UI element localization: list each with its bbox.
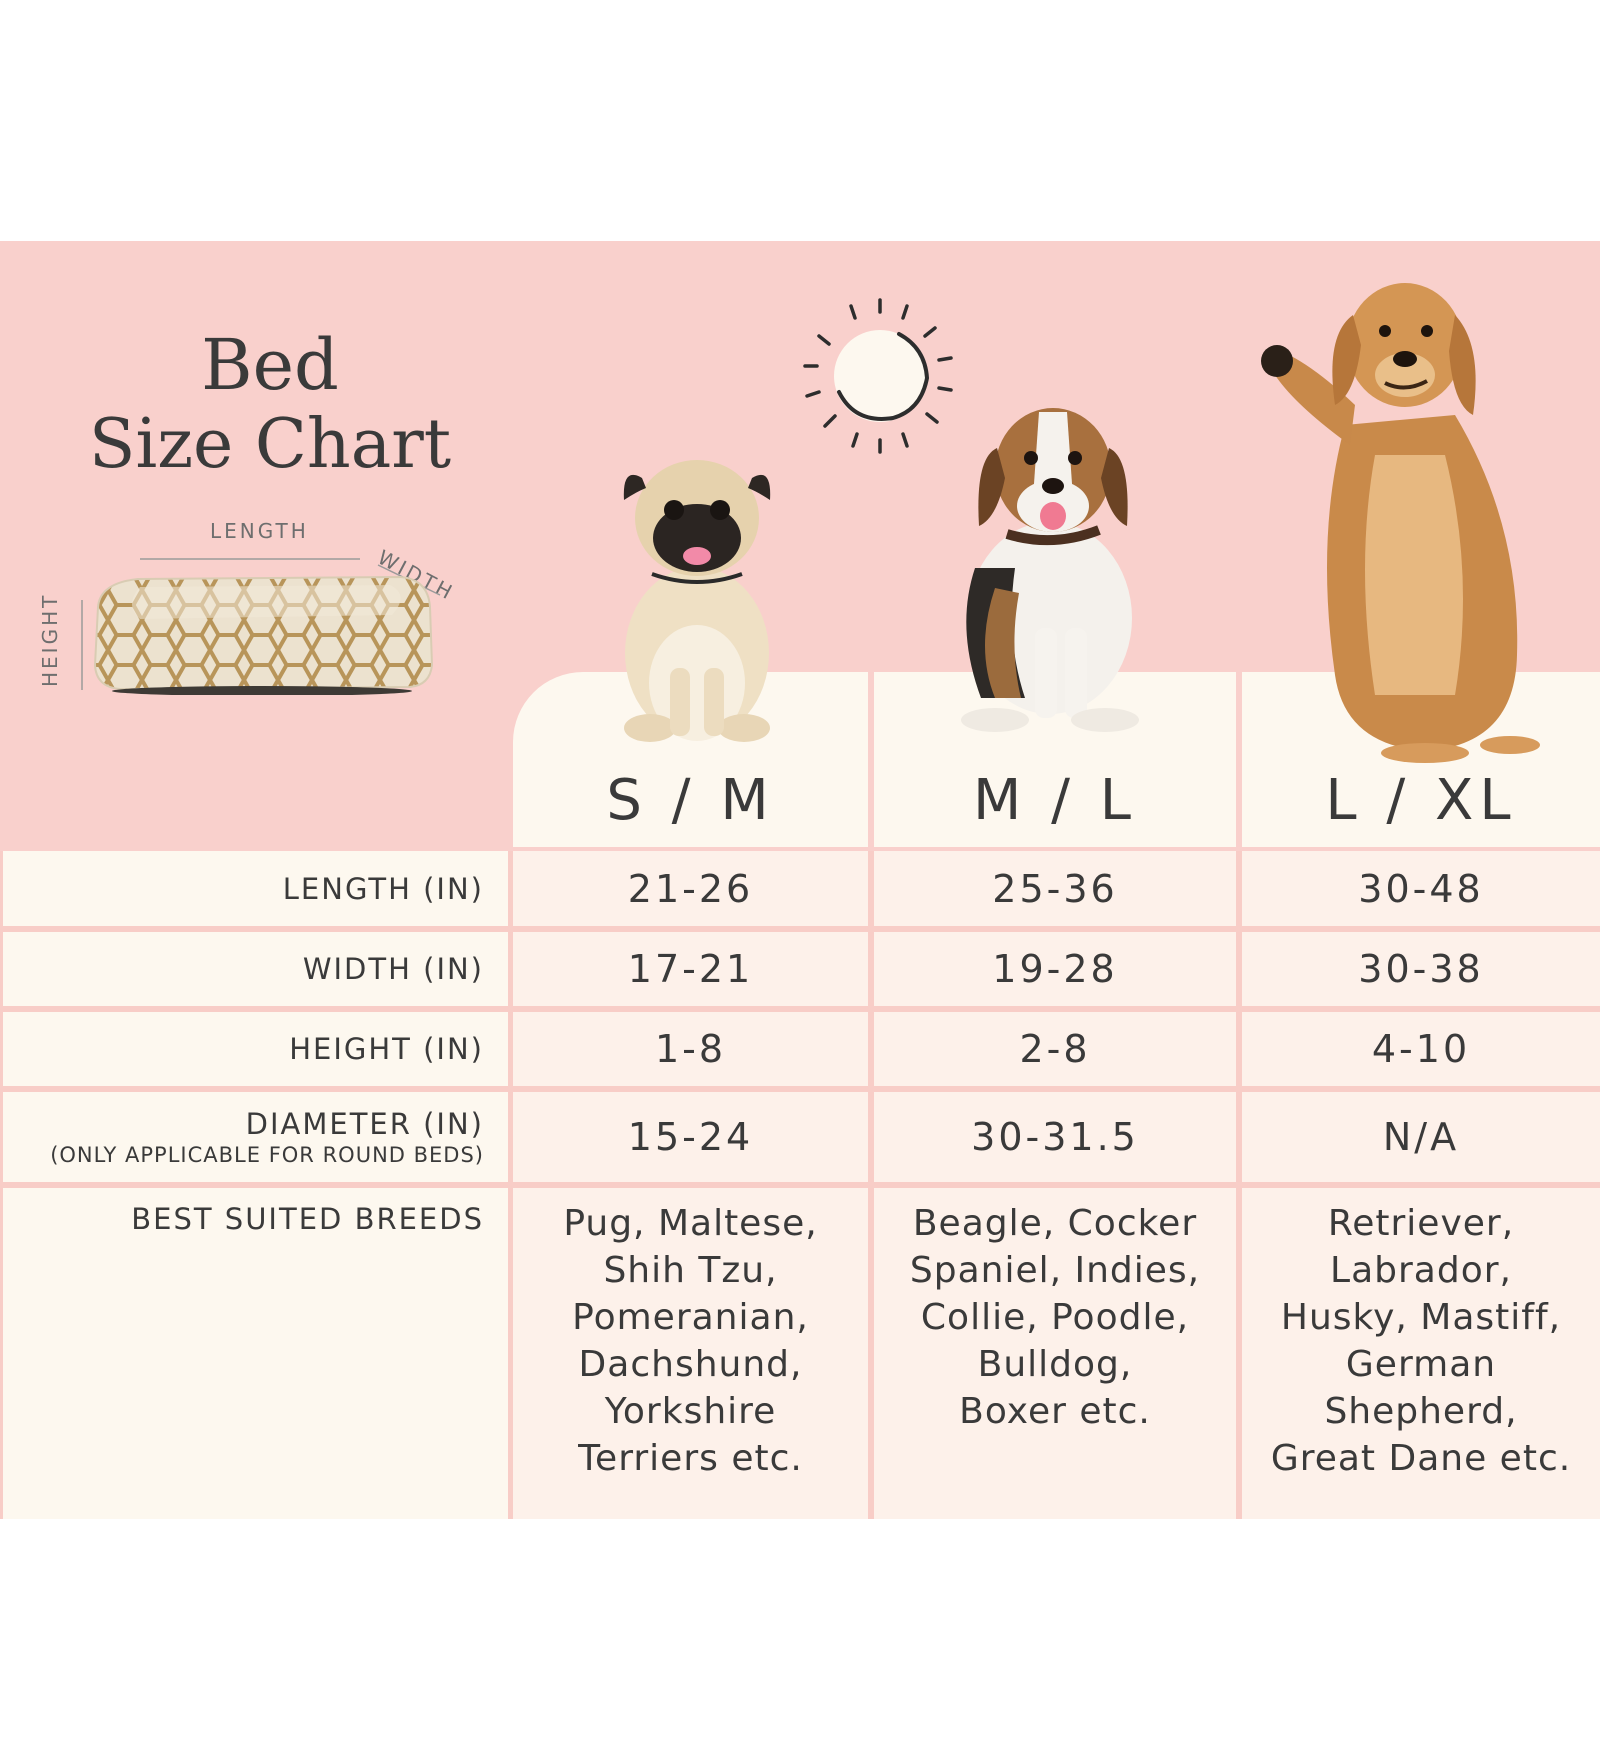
- breed-line: Retriever,: [1327, 1203, 1515, 1244]
- size-label-l-xl: L / XL: [1325, 768, 1517, 833]
- size-label-m-l: M / L: [973, 768, 1137, 833]
- size-label-s-m: S / M: [606, 768, 775, 833]
- dog-bed-image: [81, 558, 441, 695]
- row-label-height: HEIGHT (IN): [3, 1012, 508, 1086]
- table-cell: 30-31.5: [874, 1092, 1236, 1182]
- breed-line: Pomeranian,: [572, 1297, 809, 1338]
- row-label-text: DIAMETER (IN): [245, 1107, 484, 1141]
- page-title: Bed Size Chart: [80, 325, 460, 485]
- breed-line: Bulldog,: [977, 1344, 1133, 1385]
- size-table: LENGTH (IN) 21-26 25-36 30-48 WIDTH (IN)…: [0, 851, 1600, 1519]
- breed-line: Collie, Poodle,: [920, 1297, 1190, 1338]
- breed-line: Spaniel, Indies,: [909, 1250, 1201, 1291]
- sun-icon: [803, 298, 953, 454]
- breed-line: Shepherd,: [1324, 1391, 1518, 1432]
- table-cell: 21-26: [513, 851, 868, 926]
- table-cell: 2-8: [874, 1012, 1236, 1086]
- breed-line: Labrador,: [1330, 1250, 1512, 1291]
- bed-diagram: LENGTH WIDTH HEIGHT: [38, 515, 480, 695]
- breed-line: Great Dane etc.: [1270, 1438, 1572, 1479]
- breeds-list: Retriever, Labrador, Husky, Mastiff, German…: [1271, 1200, 1571, 1482]
- breeds-cell-m-l: Beagle, Cocker Spaniel, Indies, Collie, Po…: [874, 1188, 1236, 1519]
- row-label-text: BEST SUITED BREEDS: [131, 1202, 484, 1236]
- row-label-breeds: BEST SUITED BREEDS: [3, 1188, 508, 1519]
- title-line-2: Size Chart: [88, 405, 452, 484]
- title-line-1: Bed: [201, 324, 339, 406]
- table-cell: N/A: [1242, 1092, 1600, 1182]
- beagle-image: [961, 408, 1139, 732]
- pug-image: [623, 460, 771, 742]
- table-cell: 30-38: [1242, 932, 1600, 1006]
- golden-retriever-image: [1261, 283, 1540, 763]
- breeds-cell-l-xl: Retriever, Labrador, Husky, Mastiff, German…: [1242, 1188, 1600, 1519]
- row-label-text: HEIGHT (IN): [289, 1032, 484, 1066]
- table-cell: 1-8: [513, 1012, 868, 1086]
- row-label-diameter: DIAMETER (IN) (ONLY APPLICABLE FOR ROUND…: [3, 1092, 508, 1182]
- breed-line: Yorkshire: [604, 1391, 777, 1432]
- breed-line: Dachshund,: [578, 1344, 803, 1385]
- breed-line: Boxer etc.: [959, 1391, 1151, 1432]
- row-label-width: WIDTH (IN): [3, 932, 508, 1006]
- breed-line: Beagle, Cocker: [912, 1203, 1198, 1244]
- table-cell: 15-24: [513, 1092, 868, 1182]
- table-cell: 17-21: [513, 932, 868, 1006]
- breed-line: Shih Tzu,: [603, 1250, 778, 1291]
- table-cell: 30-48: [1242, 851, 1600, 926]
- table-cell: 19-28: [874, 932, 1236, 1006]
- breed-line: Husky, Mastiff,: [1280, 1297, 1562, 1338]
- row-label-length: LENGTH (IN): [3, 851, 508, 926]
- breeds-cell-s-m: Pug, Maltese, Shih Tzu, Pomeranian, Dachshu…: [513, 1188, 868, 1519]
- row-label-note: (ONLY APPLICABLE FOR ROUND BEDS): [50, 1143, 484, 1167]
- table-cell: 4-10: [1242, 1012, 1600, 1086]
- length-dimension-label: LENGTH: [210, 519, 309, 543]
- breed-line: Pug, Maltese,: [563, 1203, 818, 1244]
- breeds-list: Beagle, Cocker Spaniel, Indies, Collie, Po…: [910, 1200, 1200, 1435]
- row-label-text: WIDTH (IN): [302, 952, 484, 986]
- row-label-text: LENGTH (IN): [282, 871, 484, 906]
- breeds-list: Pug, Maltese, Shih Tzu, Pomeranian, Dachshu…: [563, 1200, 817, 1482]
- table-cell: 25-36: [874, 851, 1236, 926]
- breed-line: German: [1345, 1344, 1497, 1385]
- breed-line: Terriers etc.: [578, 1438, 803, 1479]
